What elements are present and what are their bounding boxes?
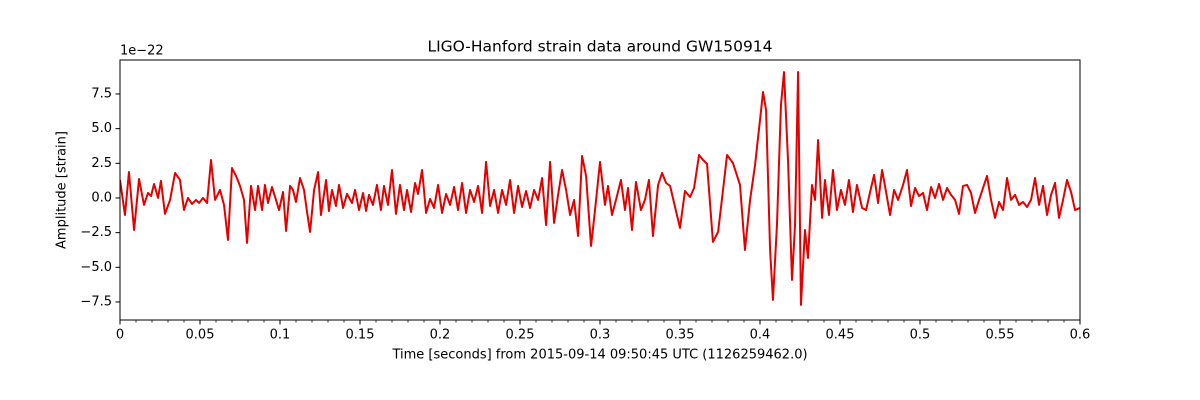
x-tick-label: 0.2 — [430, 328, 451, 343]
x-tick-label: 0.05 — [186, 328, 215, 343]
y-tick-label: −7.5 — [80, 294, 112, 309]
x-tick-label: 0.6 — [1070, 328, 1091, 343]
x-tick-label: 0.5 — [910, 328, 931, 343]
chart-title: LIGO-Hanford strain data around GW150914 — [427, 38, 772, 56]
x-tick-label: 0.3 — [590, 328, 611, 343]
x-tick-label: 0.45 — [826, 328, 855, 343]
y-tick-label: −5.0 — [80, 260, 112, 275]
x-tick-label: 0.4 — [750, 328, 771, 343]
x-tick-label: 0.55 — [986, 328, 1015, 343]
x-axis-label: Time [seconds] from 2015-09-14 09:50:45 … — [391, 348, 807, 363]
x-tick-label: 0.25 — [506, 328, 535, 343]
data-line — [120, 71, 1080, 306]
x-tick-label: 0.15 — [346, 328, 375, 343]
x-tick-label: 0 — [116, 328, 124, 343]
y-tick-label: −2.5 — [80, 225, 112, 240]
x-tick-label: 0.1 — [270, 328, 291, 343]
y-tick-label: 5.0 — [91, 121, 112, 136]
y-axis-label: Amplitude [strain] — [55, 131, 70, 249]
y-offset-label: 1e−22 — [120, 44, 164, 59]
y-tick-label: 2.5 — [91, 156, 112, 171]
y-tick-label: 0.0 — [91, 190, 112, 205]
plot-frame — [119, 59, 1081, 321]
y-tick-label: 7.5 — [91, 86, 112, 101]
x-tick-label: 0.35 — [666, 328, 695, 343]
